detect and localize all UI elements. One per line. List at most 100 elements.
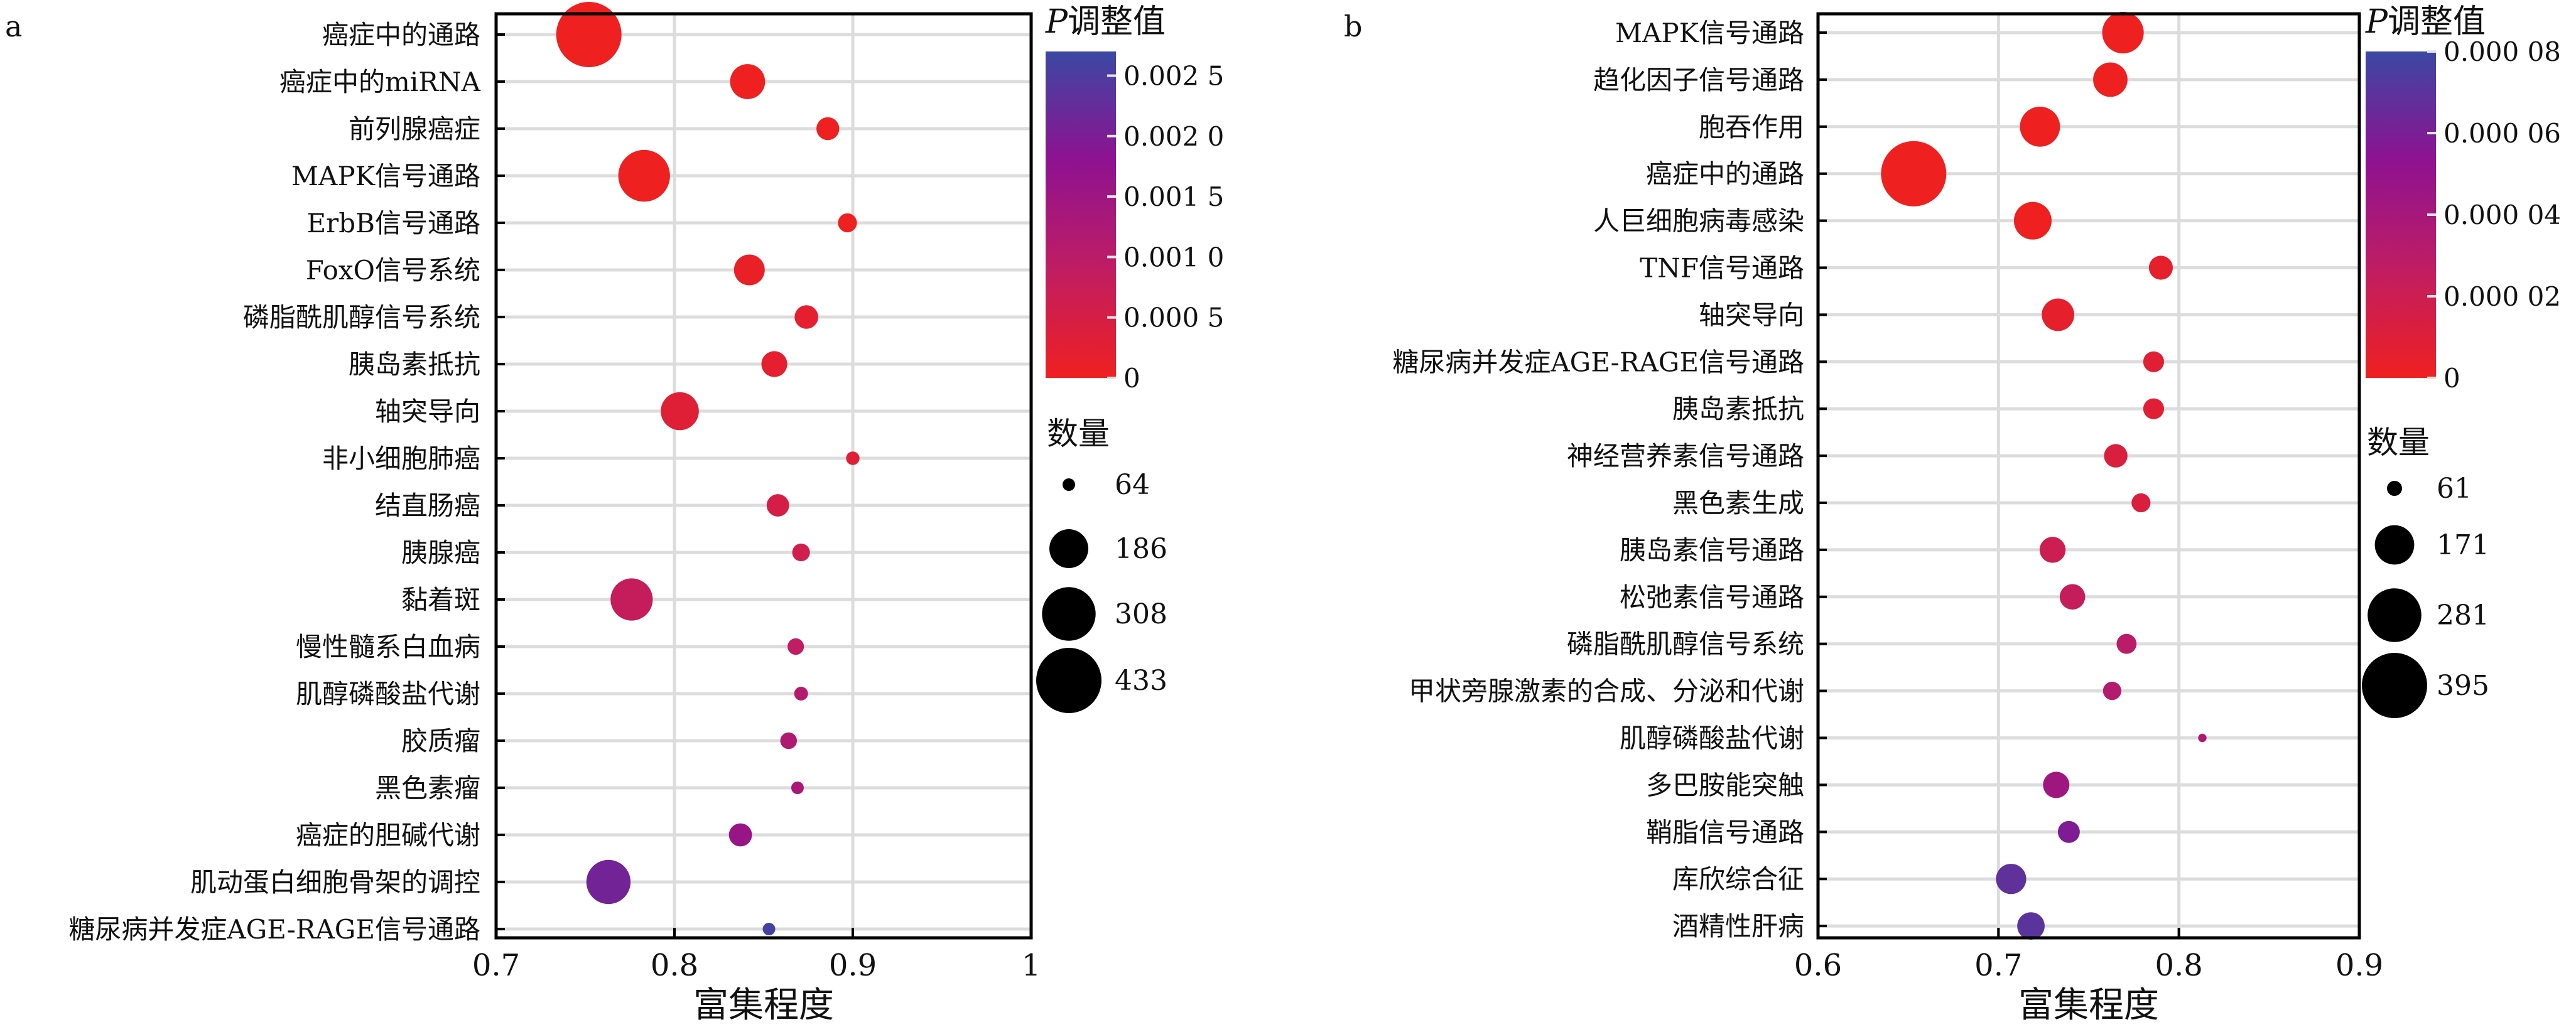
colorbar-tick-label: 0 bbox=[2443, 363, 2460, 394]
colorbar-tick-label: 0.000 5 bbox=[1123, 303, 1224, 333]
colorbar-tick-label: 0 bbox=[1123, 363, 1140, 394]
row-label: 趋化因子信号通路 bbox=[1593, 65, 1804, 95]
size-legend-label: 171 bbox=[2437, 529, 2489, 561]
bubble-a-1 bbox=[556, 2, 622, 67]
row-label: 甲状旁腺激素的合成、分泌和代谢 bbox=[1409, 676, 1804, 707]
colorbar bbox=[1046, 51, 1116, 378]
row-label: 黏着斑 bbox=[401, 584, 480, 615]
colorbar-tick-label: 0.000 06 bbox=[2443, 118, 2561, 149]
row-label: TNF信号通路 bbox=[1640, 253, 1804, 284]
bubble-b-11 bbox=[2131, 493, 2151, 513]
size-legend-dot bbox=[2374, 525, 2415, 565]
bubble-b-6 bbox=[2148, 255, 2173, 280]
x-axis-title: 富集程度 bbox=[2018, 985, 2159, 1026]
size-legend-label: 61 bbox=[2437, 473, 2472, 505]
bubble-b-18 bbox=[2057, 820, 2080, 843]
row-label: 胶质瘤 bbox=[401, 726, 480, 756]
size-legend-label: 281 bbox=[2437, 599, 2489, 632]
colorbar-title-rest: 调整值 bbox=[2388, 3, 2486, 41]
row-label: 神经营养素信号通路 bbox=[1567, 441, 1804, 471]
size-legend-label: 64 bbox=[1115, 469, 1150, 501]
row-label: FoxO信号系统 bbox=[306, 255, 480, 286]
row-label: 磷脂酰肌醇信号系统 bbox=[243, 302, 480, 333]
bubble-b-3 bbox=[2020, 106, 2060, 147]
x-tick-label: 0.8 bbox=[651, 948, 698, 983]
bubble-b-5 bbox=[2013, 202, 2052, 240]
bubble-b-12 bbox=[2039, 537, 2066, 563]
row-label: 多巴胺能突触 bbox=[1646, 770, 1804, 800]
size-legend-dot bbox=[1063, 478, 1075, 491]
row-label: 癌症中的通路 bbox=[322, 19, 480, 50]
colorbar-title-italic: P bbox=[2365, 3, 2388, 41]
row-label: 库欣综合征 bbox=[1672, 864, 1804, 895]
bubble-a-5 bbox=[838, 213, 857, 233]
bubble-b-8 bbox=[2143, 351, 2165, 372]
bubble-a-13 bbox=[610, 578, 653, 621]
colorbar-tick-label: 0.002 0 bbox=[1123, 121, 1224, 152]
panel-b: b 0.6 0.7 0.8 0.9 富集程度 MAPK信号通路趋化因子信号通路胞吞作用癌症中… bbox=[1344, 3, 2561, 1026]
bubble-b-20 bbox=[2017, 912, 2045, 940]
colorbar bbox=[2366, 51, 2436, 378]
size-legend-dot bbox=[2368, 588, 2422, 642]
bubble-a-7 bbox=[794, 305, 818, 329]
bubble-a-20 bbox=[762, 923, 776, 935]
bubble-b-9 bbox=[2143, 398, 2165, 419]
bubble-a-16 bbox=[780, 732, 798, 750]
colorbar-tick-label: 0.000 08 bbox=[2443, 36, 2561, 67]
row-label: 人巨细胞病毒感染 bbox=[1593, 206, 1804, 237]
size-legend-dot bbox=[2362, 653, 2427, 718]
bubble-b-10 bbox=[2104, 444, 2128, 468]
bubble-a-12 bbox=[792, 543, 810, 562]
colorbar-tick-label: 0.001 5 bbox=[1123, 181, 1224, 212]
row-label: 松弛素信号通路 bbox=[1620, 582, 1804, 613]
bubble-a-10 bbox=[846, 451, 860, 465]
bubble-a-4 bbox=[618, 149, 670, 202]
row-label: 胰岛素信号通路 bbox=[1620, 535, 1804, 566]
plot-frame bbox=[1816, 12, 2361, 940]
size-legend-dot bbox=[1049, 529, 1088, 568]
row-label: 癌症的胆碱代谢 bbox=[296, 820, 480, 851]
colorbar-tick-label: 0.000 04 bbox=[2443, 200, 2561, 230]
colorbar-title-rest: 调整值 bbox=[1068, 3, 1166, 41]
bubble-b-1 bbox=[2102, 11, 2144, 54]
x-tick-label: 0.7 bbox=[472, 948, 520, 983]
panel-label: b bbox=[1344, 9, 1362, 43]
colorbar-tick-label: 0.001 0 bbox=[1123, 242, 1224, 272]
row-label: 非小细胞肺癌 bbox=[322, 443, 480, 474]
bubble-a-11 bbox=[766, 494, 789, 517]
bubble-a-18 bbox=[728, 823, 752, 847]
bubble-a-9 bbox=[661, 392, 699, 431]
x-tick-label: 0.8 bbox=[2155, 948, 2202, 983]
row-label: MAPK信号通路 bbox=[291, 161, 480, 191]
bubble-a-15 bbox=[794, 687, 808, 701]
size-legend-title: 数量 bbox=[1047, 416, 1110, 452]
row-label: 肌动蛋白细胞骨架的调控 bbox=[190, 867, 480, 898]
row-label: 糖尿病并发症AGE-RAGE信号通路 bbox=[68, 914, 480, 945]
colorbar-title: P调整值 bbox=[2365, 3, 2486, 41]
row-label: 肌醇磷酸盐代谢 bbox=[1620, 723, 1804, 754]
bubble-b-17 bbox=[2043, 771, 2070, 798]
bubble-a-3 bbox=[816, 117, 840, 141]
plot-frame bbox=[494, 12, 1033, 940]
row-label: 轴突导向 bbox=[1699, 299, 1804, 330]
bubble-b-19 bbox=[1996, 864, 2027, 895]
bubble-b-4 bbox=[1881, 141, 1947, 207]
x-axis-title: 富集程度 bbox=[693, 985, 834, 1026]
bubble-b-13 bbox=[2059, 584, 2086, 610]
size-legend-dot bbox=[2387, 481, 2402, 496]
bubble-b-2 bbox=[2093, 62, 2128, 97]
x-tick-label: 0.7 bbox=[1974, 948, 2022, 983]
bubble-a-14 bbox=[787, 638, 804, 655]
size-legend-dot bbox=[1036, 648, 1101, 713]
row-label: 慢性髓系白血病 bbox=[296, 632, 480, 662]
row-label: 胰岛素抵抗 bbox=[1672, 394, 1804, 424]
x-tick-label: 0.9 bbox=[829, 948, 877, 983]
bubble-a-8 bbox=[761, 351, 787, 377]
row-label: 癌症中的通路 bbox=[1646, 159, 1804, 190]
row-label: 胰岛素抵抗 bbox=[349, 349, 480, 380]
bubble-b-15 bbox=[2102, 682, 2121, 701]
x-tick-label: 1 bbox=[1022, 948, 1041, 983]
row-label: 酒精性肝病 bbox=[1672, 911, 1804, 942]
